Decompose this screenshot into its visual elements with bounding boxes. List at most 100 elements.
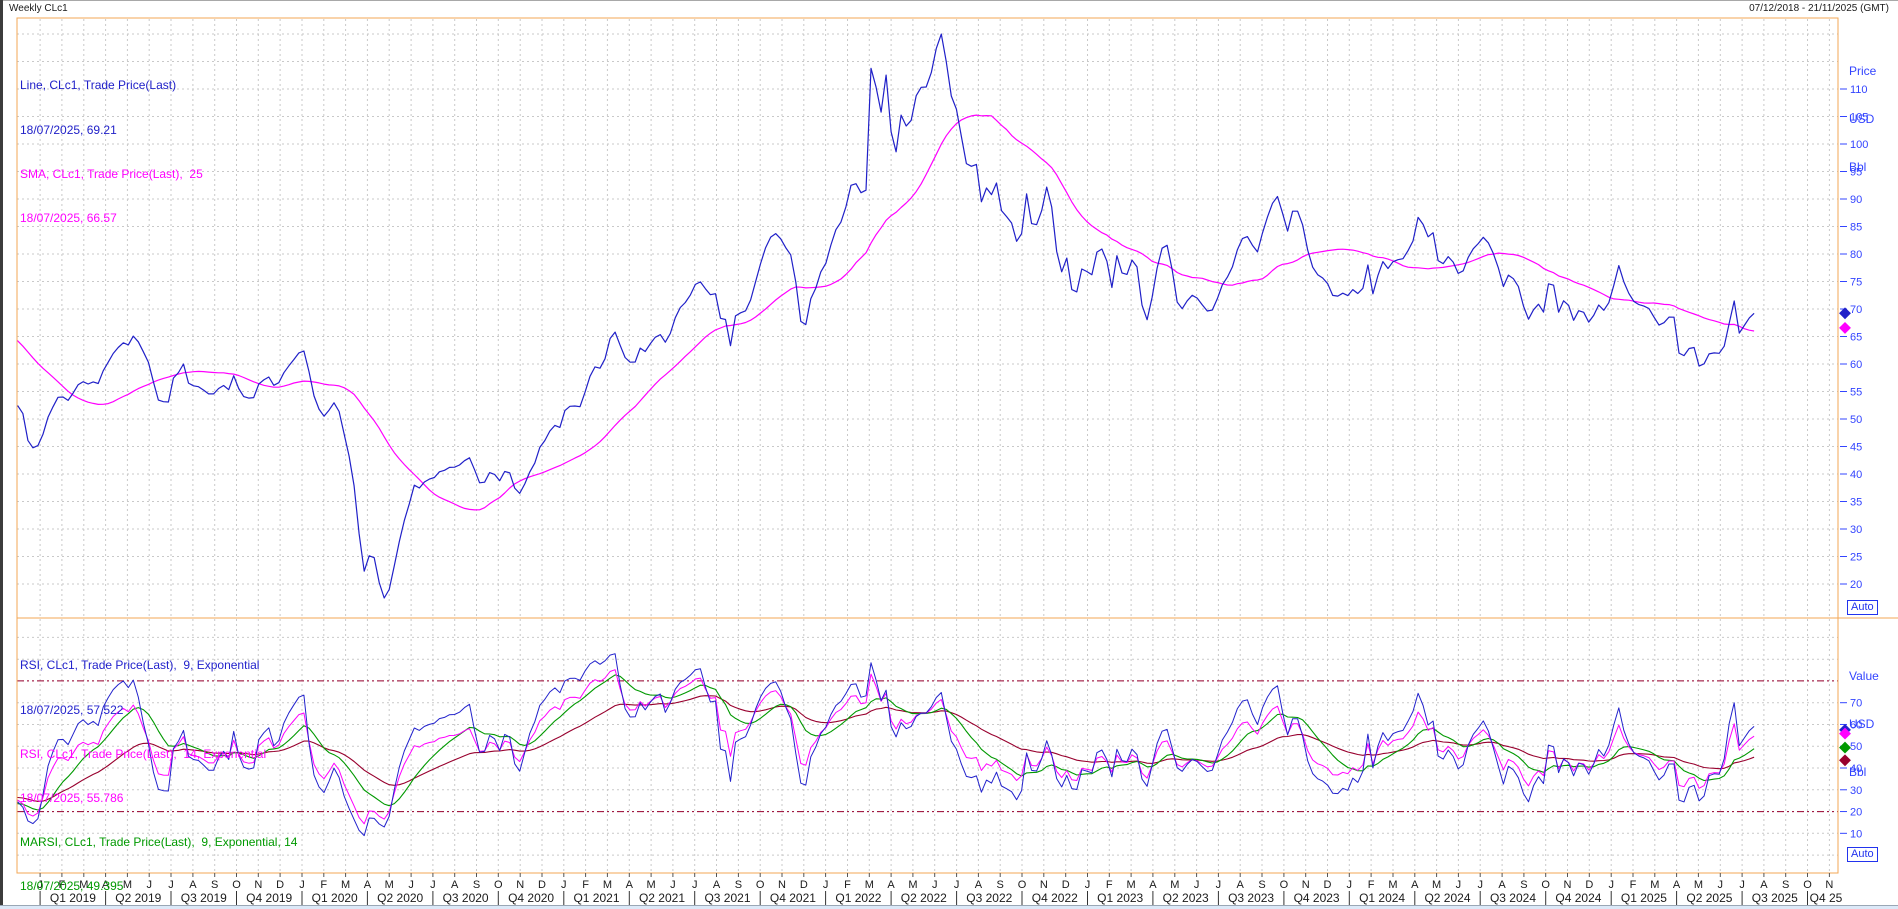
- month-letter: A: [1237, 879, 1245, 891]
- quarter-label: Q3 2020: [443, 891, 489, 905]
- price-line: [17, 33, 1755, 599]
- month-letter: D: [1585, 879, 1593, 891]
- quarter-label: Q1 2020: [312, 891, 358, 905]
- legend-label[interactable]: SMA, CLc1, Trade Price(Last), 25: [20, 166, 203, 181]
- month-letter: D: [276, 879, 284, 891]
- legend-value: 18/07/2025, 57.522: [20, 702, 124, 717]
- price-axis-tick-label: 30: [1850, 524, 1862, 536]
- main-legend[interactable]: Line, CLc1, Trade Price(Last) 18/07/2025…: [20, 49, 203, 255]
- quarter-label: Q2 2019: [115, 891, 161, 905]
- month-letter: J: [299, 879, 305, 891]
- month-letter: J: [561, 879, 567, 891]
- quarter-label: Q4 2021: [770, 891, 816, 905]
- month-letter: M: [1694, 879, 1703, 891]
- quarter-label: Q2 2020: [377, 891, 423, 905]
- quarter-label: Q2 2021: [639, 891, 685, 905]
- month-letter: J: [932, 879, 938, 891]
- legend-value: 18/07/2025, 69.21: [20, 122, 117, 137]
- month-letter: A: [887, 879, 895, 891]
- marsi-9-14-line: [17, 674, 1755, 811]
- month-letter: N: [254, 879, 262, 891]
- month-letter: M: [603, 879, 612, 891]
- month-letter: M: [341, 879, 350, 891]
- price-axis-tick-label: 85: [1850, 222, 1862, 234]
- month-letter: S: [997, 879, 1004, 891]
- month-letter: M: [123, 879, 132, 891]
- quarter-label: Q1 2022: [835, 891, 881, 905]
- month-letter: O: [1803, 879, 1812, 891]
- month-letter: M: [1650, 879, 1659, 891]
- month-letter: O: [232, 879, 241, 891]
- main-plot-area[interactable]: [17, 18, 1838, 618]
- month-letter: N: [778, 879, 786, 891]
- legend-label[interactable]: RSI, CLc1, Trade Price(Last), 9, Exponen…: [20, 658, 260, 673]
- quarter-label: Q3 2019: [181, 891, 227, 905]
- legend-label[interactable]: Line, CLc1, Trade Price(Last): [20, 78, 177, 93]
- quarter-label: Q1 2021: [573, 891, 619, 905]
- quarter-label: Q3 2025: [1752, 891, 1798, 905]
- main-auto-scale-button[interactable]: Auto: [1847, 600, 1878, 615]
- sma-line: [17, 114, 1755, 511]
- legend-label[interactable]: MARSI, CLc1, Trade Price(Last), 9, Expon…: [20, 834, 298, 849]
- quarter-label: Q4 25: [1810, 891, 1843, 905]
- rsi-14-line: [17, 669, 1755, 825]
- value-axis-tick-label: 30: [1850, 785, 1862, 797]
- rsi-auto-scale-button[interactable]: Auto: [1847, 847, 1878, 862]
- month-letter: J: [430, 879, 436, 891]
- month-letter: J: [408, 879, 414, 891]
- legend-label[interactable]: RSI, CLc1, Trade Price(Last), 14, Expone…: [20, 746, 267, 761]
- month-letter: M: [908, 879, 917, 891]
- month-letter: O: [1018, 879, 1027, 891]
- month-letter: J: [1477, 879, 1483, 891]
- month-letter: S: [1782, 879, 1789, 891]
- month-letter: S: [1258, 879, 1265, 891]
- month-letter: D: [1062, 879, 1070, 891]
- month-letter: J: [168, 879, 174, 891]
- quarter-label: Q4 2023: [1294, 891, 1340, 905]
- quarter-label: Q1 2023: [1097, 891, 1143, 905]
- month-letter: J: [1739, 879, 1745, 891]
- month-letter: O: [756, 879, 765, 891]
- legend-value: 18/07/2025, 55.786: [20, 790, 124, 805]
- month-letter: A: [1673, 879, 1681, 891]
- month-letter: A: [975, 879, 983, 891]
- quarter-label: Q3 2023: [1228, 891, 1274, 905]
- price-axis-tick-label: 25: [1850, 552, 1862, 564]
- price-axis-tick-label: 100: [1850, 139, 1868, 151]
- month-letter: M: [1170, 879, 1179, 891]
- price-axis-tick-label: 80: [1850, 249, 1862, 261]
- month-letter: J: [1718, 879, 1724, 891]
- month-letter: M: [1388, 879, 1397, 891]
- month-letter: A: [1411, 879, 1419, 891]
- month-letter: A: [626, 879, 634, 891]
- month-letter: J: [1216, 879, 1222, 891]
- month-letter: A: [102, 879, 110, 891]
- month-letter: N: [1825, 879, 1833, 891]
- quarter-label: Q4 2024: [1555, 891, 1601, 905]
- month-letter: F: [59, 879, 66, 891]
- quarter-label: Q4 2020: [508, 891, 554, 905]
- month-letter: F: [1106, 879, 1113, 891]
- rsi-legend[interactable]: RSI, CLc1, Trade Price(Last), 9, Exponen…: [20, 629, 304, 909]
- value-axis-tick-label: 70: [1850, 698, 1862, 710]
- month-letter: J: [692, 879, 698, 891]
- month-letter: F: [320, 879, 327, 891]
- quarter-label: Q3 2022: [966, 891, 1012, 905]
- quarter-label: Q1 2025: [1621, 891, 1667, 905]
- window-bottom-edge: [0, 905, 1898, 906]
- price-axis-tick-label: 75: [1850, 277, 1862, 289]
- month-letter: O: [1280, 879, 1289, 891]
- window-top-edge: [0, 0, 1898, 1]
- price-axis-tick-label: 105: [1850, 112, 1868, 124]
- month-letter: J: [146, 879, 152, 891]
- quarter-label: Q2 2025: [1686, 891, 1732, 905]
- price-axis-tick-label: 35: [1850, 497, 1862, 509]
- quarter-label: Q1 2019: [50, 891, 96, 905]
- month-letter: F: [1368, 879, 1375, 891]
- price-axis-tick-label: 65: [1850, 332, 1862, 344]
- quarter-label: Q2 2022: [901, 891, 947, 905]
- price-axis-tick-label: 20: [1850, 579, 1862, 591]
- month-letter: A: [364, 879, 372, 891]
- month-letter: J: [1347, 879, 1353, 891]
